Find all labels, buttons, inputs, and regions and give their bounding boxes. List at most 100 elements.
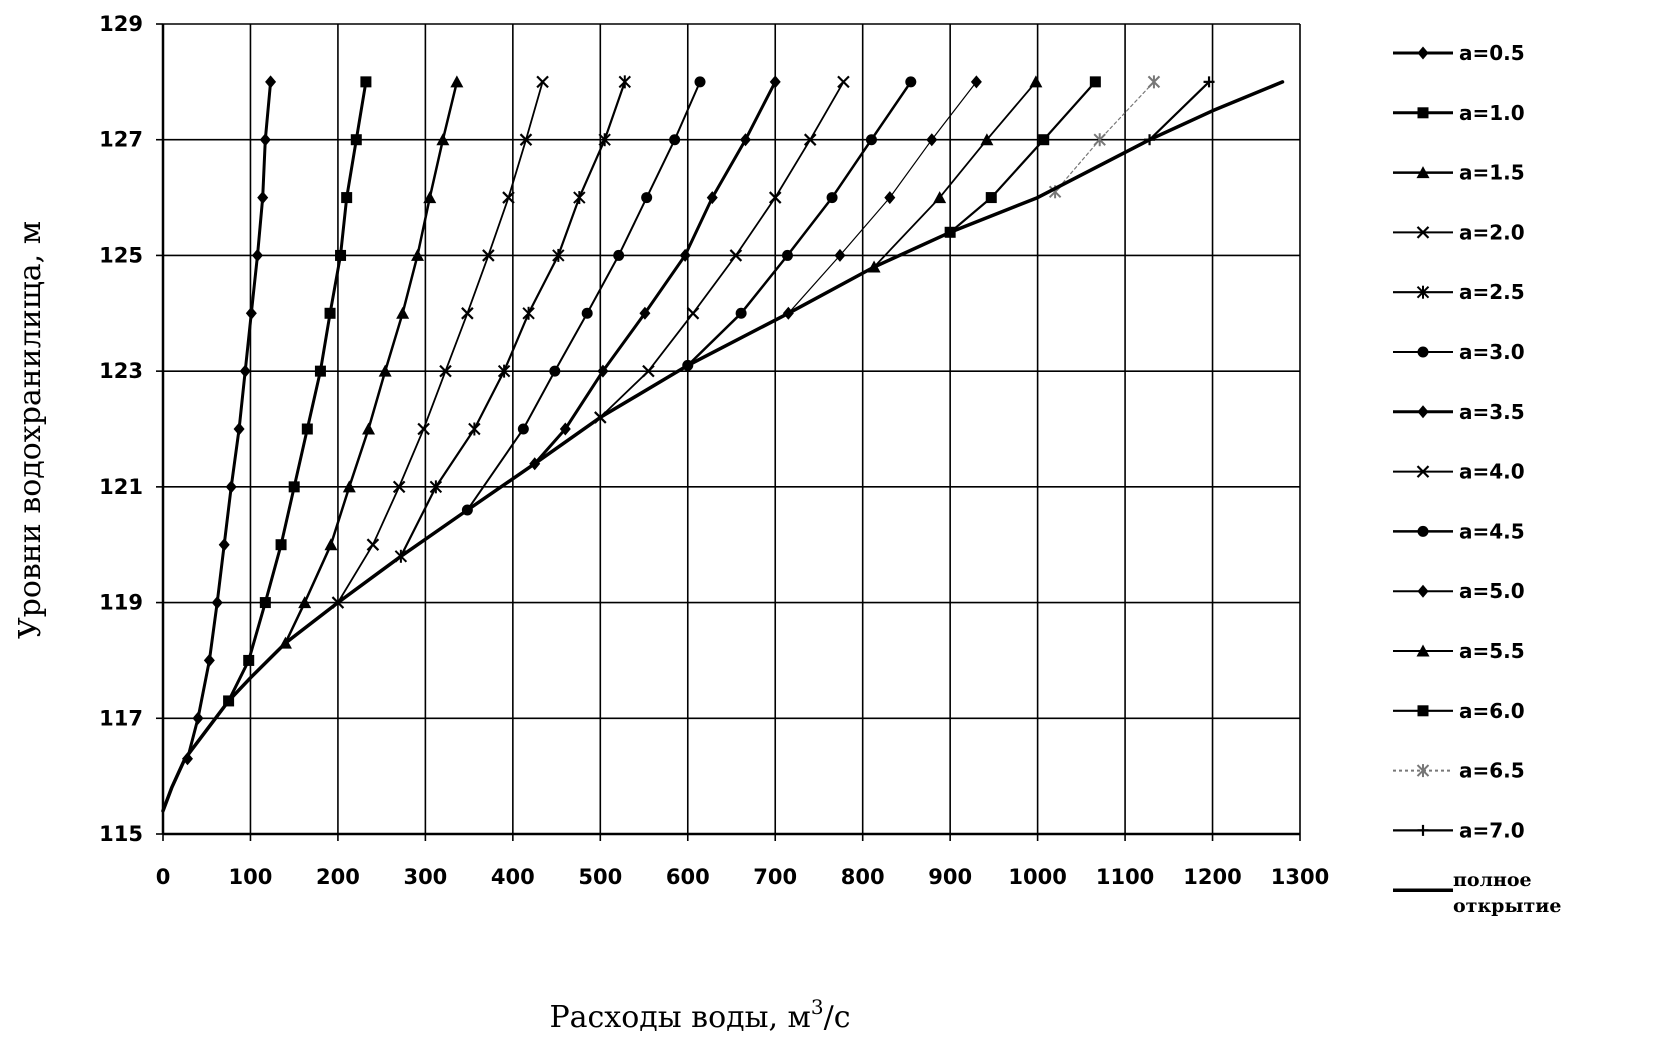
star-marker	[552, 248, 565, 262]
series-5	[461, 76, 706, 516]
x-marker	[729, 249, 743, 262]
x-marker	[642, 364, 655, 378]
diamond-marker	[192, 711, 204, 725]
circle-marker	[1417, 525, 1429, 537]
star-marker	[573, 191, 586, 205]
square-marker	[360, 76, 372, 88]
x-marker	[439, 364, 452, 378]
square-marker	[1089, 76, 1101, 88]
x-marker	[482, 249, 495, 262]
legend-label: a=3.5	[1459, 400, 1525, 424]
triangle-marker	[980, 133, 994, 146]
triangle-marker	[411, 248, 425, 261]
star-marker	[598, 133, 611, 147]
x-axis-title-sup: 3	[811, 995, 824, 1019]
legend-item: a=1.5	[1393, 161, 1525, 185]
x-marker	[686, 307, 700, 320]
square-marker	[1417, 107, 1429, 119]
x-tick-label: 1200	[1183, 865, 1241, 889]
diamond-marker	[1417, 405, 1429, 419]
x-tick-label: 300	[403, 865, 447, 889]
x-tick-label: 200	[316, 865, 360, 889]
series-line	[686, 80, 913, 367]
diamond-marker	[679, 248, 691, 262]
x-tick-label: 900	[928, 865, 972, 889]
legend-label: a=1.5	[1459, 161, 1525, 185]
star-marker	[618, 75, 632, 89]
triangle-marker	[933, 191, 947, 204]
x-marker-stroke	[837, 75, 850, 89]
x-axis-title: Расходы воды, м3/с	[549, 995, 850, 1035]
legend-item: полное открытие	[1393, 869, 1561, 917]
circle-marker	[1417, 346, 1429, 358]
legend-item: a=3.5	[1393, 400, 1525, 424]
legend-item: a=4.0	[1393, 460, 1525, 484]
x-axis-title-tail: /с	[824, 1000, 851, 1035]
diamond-marker	[257, 191, 269, 205]
series-12	[1048, 75, 1161, 199]
diamond-marker	[265, 75, 277, 89]
series-line	[284, 80, 459, 645]
legend-label: a=4.0	[1459, 460, 1525, 484]
series-line	[533, 80, 777, 466]
triangle-marker	[324, 538, 338, 551]
circle-marker	[865, 134, 877, 146]
x-marker-stroke	[686, 307, 700, 320]
legend-item: a=1.0	[1393, 101, 1525, 125]
y-tick-labels: 115 117 119 121 123 125 127 129	[99, 12, 143, 846]
series-line	[1054, 81, 1155, 193]
square-marker	[324, 307, 336, 319]
diamond-marker	[233, 422, 245, 436]
legend-label: a=4.5	[1459, 519, 1525, 543]
x-tick-label: 1000	[1008, 865, 1066, 889]
series-line	[227, 80, 368, 703]
legend-item: a=5.0	[1393, 579, 1525, 603]
x-marker-stroke	[803, 133, 817, 146]
square-marker	[985, 192, 997, 204]
x-tick-label: 0	[156, 865, 171, 889]
x-marker-stroke	[768, 191, 782, 204]
x-marker	[803, 133, 817, 146]
diamond-marker	[239, 364, 251, 378]
x-marker	[837, 75, 850, 89]
x-marker	[1416, 465, 1430, 478]
circle-marker	[826, 192, 838, 204]
x-marker-stroke	[439, 364, 452, 378]
circle-marker	[694, 76, 706, 88]
diamond-marker	[769, 75, 781, 89]
diamond-marker	[926, 133, 938, 147]
x-marker	[461, 307, 474, 320]
square-marker	[341, 192, 353, 204]
circle-marker	[517, 423, 529, 435]
y-tick-label: 115	[99, 822, 143, 846]
star-marker	[429, 480, 443, 494]
triangle-marker	[1416, 166, 1430, 179]
diamond-marker	[597, 364, 609, 378]
legend-item: a=2.5	[1393, 280, 1525, 304]
y-tick-label: 119	[99, 591, 143, 615]
circle-marker	[581, 307, 593, 319]
diamond-marker	[970, 75, 982, 89]
y-tick-label: 123	[99, 359, 143, 383]
x-marker	[366, 538, 380, 551]
diamond-marker	[225, 480, 237, 494]
x-marker	[392, 480, 406, 494]
diamond-marker	[218, 538, 230, 552]
star-marker	[1147, 75, 1161, 89]
x-marker	[1416, 226, 1430, 239]
legend-item: a=2.0	[1393, 220, 1525, 244]
x-marker-stroke	[502, 191, 515, 204]
series-8	[682, 76, 917, 371]
y-tick-label: 129	[99, 12, 143, 36]
star-marker	[497, 364, 511, 378]
x-marker-stroke	[392, 480, 406, 494]
x-marker-stroke	[1416, 465, 1430, 478]
diamond-marker	[1417, 584, 1429, 598]
triangle-marker	[298, 596, 312, 609]
diamond-marker	[739, 133, 751, 147]
square-marker	[275, 539, 287, 551]
legend-item: a=4.5	[1393, 519, 1525, 543]
circle-marker	[781, 249, 793, 261]
plus-marker	[1417, 824, 1429, 836]
